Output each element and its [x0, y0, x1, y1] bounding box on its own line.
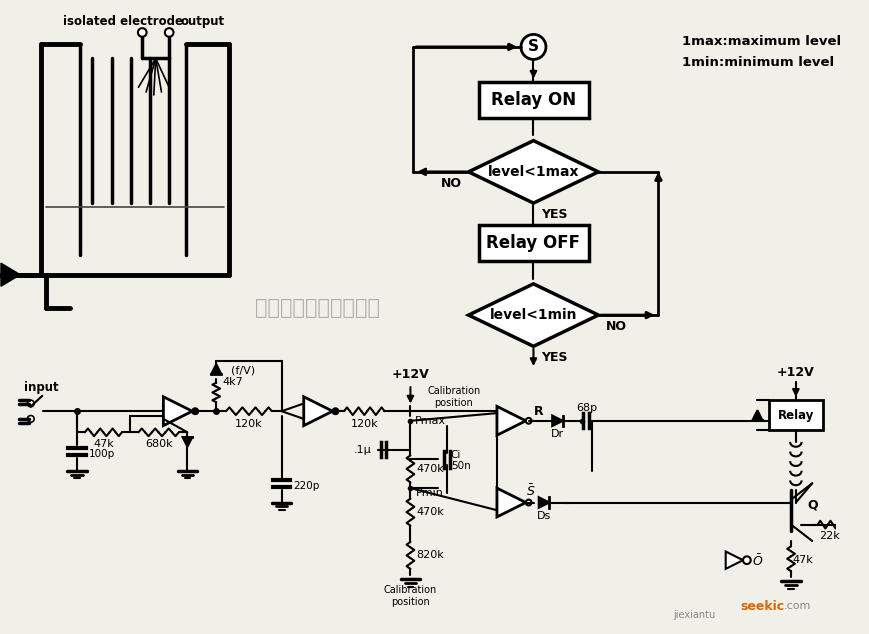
Text: Calibration
position: Calibration position: [383, 585, 436, 607]
Text: Dr: Dr: [550, 429, 563, 439]
Text: .com: .com: [782, 601, 810, 611]
Polygon shape: [1, 263, 20, 286]
Text: Ds: Ds: [536, 511, 551, 521]
FancyBboxPatch shape: [768, 399, 822, 430]
Text: NO: NO: [605, 320, 626, 333]
Text: +12V: +12V: [391, 368, 428, 381]
FancyBboxPatch shape: [478, 224, 588, 261]
Text: input: input: [24, 380, 58, 394]
Text: 120k: 120k: [235, 418, 262, 429]
Text: (f/V): (f/V): [231, 366, 255, 376]
Polygon shape: [163, 397, 192, 425]
Text: Pmax: Pmax: [415, 416, 446, 426]
Text: Calibration
position: Calibration position: [427, 386, 480, 408]
Text: 1max:maximum level: 1max:maximum level: [681, 35, 840, 48]
Text: 4k7: 4k7: [222, 377, 242, 387]
Text: isolated electrode: isolated electrode: [63, 15, 182, 29]
Text: Relay OFF: Relay OFF: [486, 234, 580, 252]
Polygon shape: [303, 397, 332, 425]
Circle shape: [525, 500, 531, 505]
Circle shape: [164, 28, 173, 37]
Text: Relay ON: Relay ON: [490, 91, 575, 109]
Text: 杭州将睐科技有限公司: 杭州将睐科技有限公司: [255, 299, 379, 318]
Text: 47k: 47k: [93, 439, 114, 449]
FancyBboxPatch shape: [478, 82, 588, 118]
Text: 470k: 470k: [415, 507, 443, 517]
Text: Relay: Relay: [777, 408, 813, 422]
Polygon shape: [552, 415, 562, 426]
Text: output: output: [181, 15, 224, 29]
Circle shape: [192, 408, 198, 414]
Text: NO: NO: [441, 177, 461, 190]
Circle shape: [138, 28, 146, 37]
Polygon shape: [752, 410, 761, 420]
Polygon shape: [468, 141, 598, 203]
Circle shape: [521, 34, 546, 60]
Polygon shape: [211, 364, 221, 373]
Polygon shape: [496, 406, 525, 435]
Circle shape: [525, 418, 531, 424]
Text: R: R: [533, 404, 542, 418]
Text: 220p: 220p: [293, 481, 319, 491]
Text: 47k: 47k: [792, 555, 812, 565]
Polygon shape: [468, 284, 598, 346]
Text: jiexiantu: jiexiantu: [672, 610, 714, 620]
Text: YES: YES: [541, 208, 567, 221]
Text: +12V: +12V: [776, 366, 813, 379]
Polygon shape: [182, 437, 192, 447]
Circle shape: [27, 400, 34, 407]
Text: Pmin: Pmin: [415, 488, 443, 498]
Polygon shape: [0, 263, 1, 286]
Text: S: S: [527, 39, 539, 55]
Text: 22k: 22k: [819, 531, 839, 541]
Circle shape: [742, 557, 750, 564]
Text: level<1max: level<1max: [488, 165, 579, 179]
Text: 100p: 100p: [89, 450, 115, 460]
Text: 470k: 470k: [415, 464, 443, 474]
Text: 1min:minimum level: 1min:minimum level: [681, 56, 833, 68]
Circle shape: [332, 408, 338, 414]
Text: .1μ: .1μ: [353, 444, 371, 455]
Polygon shape: [496, 488, 525, 517]
Text: 50n: 50n: [450, 461, 470, 471]
Text: 680k: 680k: [144, 439, 172, 449]
Text: Q: Q: [806, 499, 817, 512]
Polygon shape: [725, 552, 742, 569]
Circle shape: [27, 415, 34, 422]
Text: 68p: 68p: [575, 403, 596, 413]
Text: level<1min: level<1min: [489, 308, 576, 322]
Text: 820k: 820k: [415, 550, 443, 560]
Text: seekic: seekic: [740, 600, 783, 613]
Text: 120k: 120k: [350, 418, 378, 429]
Text: Ci: Ci: [450, 450, 461, 460]
Text: $\bar{S}$: $\bar{S}$: [525, 483, 534, 499]
Text: $\bar{O}$: $\bar{O}$: [751, 553, 762, 569]
Text: YES: YES: [541, 351, 567, 364]
Polygon shape: [538, 497, 548, 508]
